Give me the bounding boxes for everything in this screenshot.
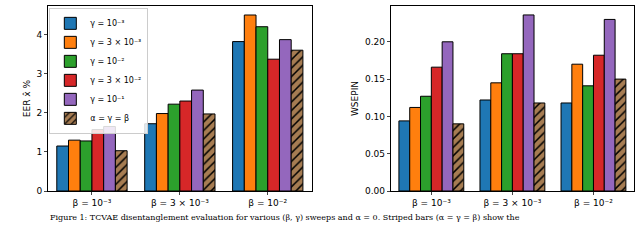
svg-text:Figure 1: TCVAE disentanglemen: Figure 1: TCVAE disentanglement evaluati… <box>50 213 520 222</box>
svg-text:α = γ = β: α = γ = β <box>90 114 129 123</box>
svg-text:0.00: 0.00 <box>365 186 385 196</box>
svg-text:0.15: 0.15 <box>365 74 385 84</box>
svg-text:β = 3 × 10⁻³: β = 3 × 10⁻³ <box>484 198 542 208</box>
svg-text:γ = 3 × 10⁻³: γ = 3 × 10⁻³ <box>90 38 141 47</box>
svg-text:1: 1 <box>36 147 42 157</box>
svg-text:γ = 3 × 10⁻²: γ = 3 × 10⁻² <box>90 76 141 85</box>
svg-text:γ = 10⁻³: γ = 10⁻³ <box>90 19 124 28</box>
svg-text:0.20: 0.20 <box>365 37 385 47</box>
svg-text:β = 10⁻²: β = 10⁻² <box>248 198 287 208</box>
svg-text:β = 10⁻³: β = 10⁻³ <box>412 198 451 208</box>
svg-text:4: 4 <box>36 30 42 40</box>
svg-text:β = 10⁻³: β = 10⁻³ <box>73 198 112 208</box>
svg-text:β = 3 × 10⁻³: β = 3 × 10⁻³ <box>151 198 209 208</box>
svg-text:0: 0 <box>36 186 42 196</box>
svg-text:γ = 10⁻¹: γ = 10⁻¹ <box>90 95 124 104</box>
svg-text:γ = 10⁻²: γ = 10⁻² <box>90 57 124 66</box>
svg-text:WSEPIN: WSEPIN <box>350 81 360 116</box>
svg-text:0.10: 0.10 <box>365 112 385 122</box>
svg-text:β = 10⁻²: β = 10⁻² <box>574 198 613 208</box>
svg-text:EER x̂ %: EER x̂ % <box>22 79 32 117</box>
svg-text:2: 2 <box>36 108 42 118</box>
svg-text:3: 3 <box>36 69 42 79</box>
svg-text:0.05: 0.05 <box>365 149 385 159</box>
